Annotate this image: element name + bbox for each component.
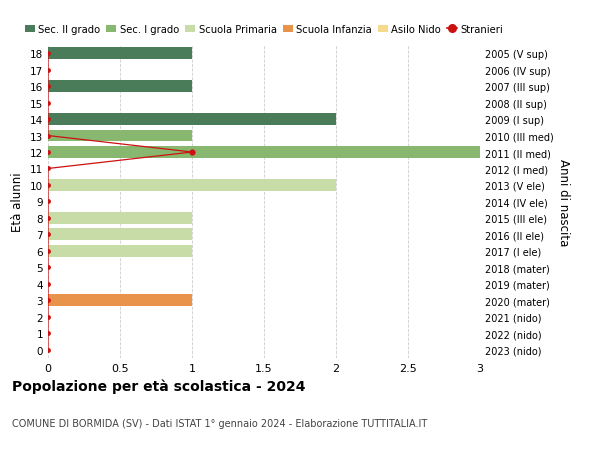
Bar (48, 114, 336, 126)
Bar (48, 245, 192, 257)
Text: Popolazione per età scolastica - 2024: Popolazione per età scolastica - 2024 (12, 379, 305, 393)
Bar (48, 147, 480, 159)
Bar (48, 81, 192, 93)
Bar (48, 48, 192, 60)
Legend: Sec. II grado, Sec. I grado, Scuola Primaria, Scuola Infanzia, Asilo Nido, Stran: Sec. II grado, Sec. I grado, Scuola Prim… (25, 25, 503, 35)
Bar (48, 179, 336, 191)
Text: COMUNE DI BORMIDA (SV) - Dati ISTAT 1° gennaio 2024 - Elaborazione TUTTITALIA.IT: COMUNE DI BORMIDA (SV) - Dati ISTAT 1° g… (12, 418, 427, 428)
Bar (48, 130, 192, 142)
Y-axis label: Anni di nascita: Anni di nascita (557, 158, 570, 246)
Bar (48, 229, 192, 241)
Bar (48, 213, 192, 224)
Y-axis label: Età alunni: Età alunni (11, 172, 25, 232)
Bar (48, 295, 192, 307)
